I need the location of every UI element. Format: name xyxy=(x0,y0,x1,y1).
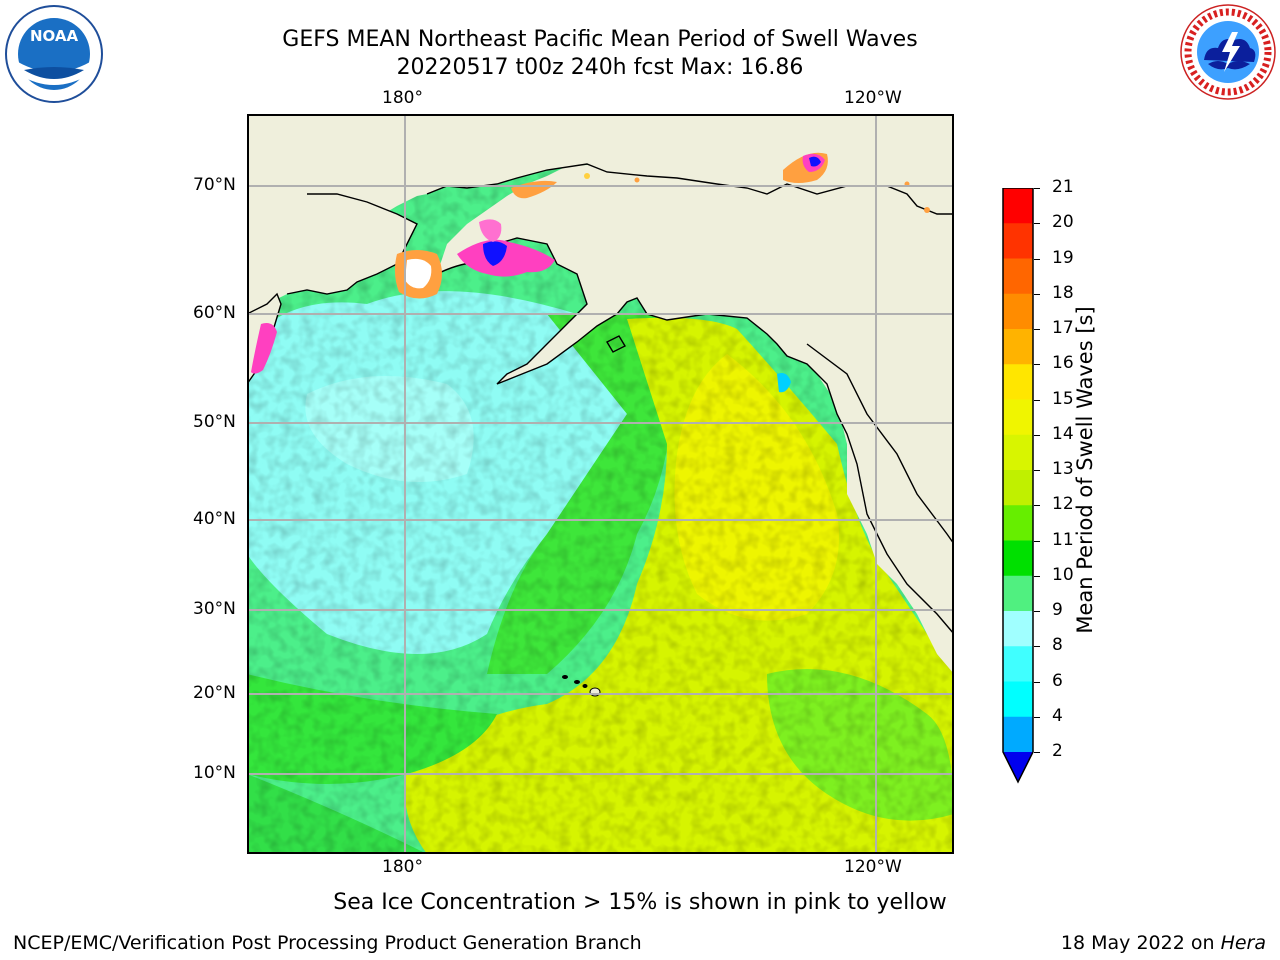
colorbar-tick-label: 12 xyxy=(1052,494,1074,515)
colorbar-tick-label: 11 xyxy=(1052,529,1074,550)
sea-ice-note: Sea Ice Concentration > 15% is shown in … xyxy=(333,890,947,915)
colorbar-segment xyxy=(1003,540,1033,577)
colorbar-segment xyxy=(1003,716,1033,753)
colorbar-tick-mark xyxy=(1034,434,1040,436)
swell-period-map xyxy=(247,114,954,854)
footer-date-text: 18 May 2022 on xyxy=(1060,932,1221,954)
land-siberia xyxy=(247,194,417,314)
footer-branch: NCEP/EMC/Verification Post Processing Pr… xyxy=(13,932,642,954)
lon-label-bottom-120w: 120°W xyxy=(844,857,902,877)
colorbar-tick-label: 19 xyxy=(1052,247,1074,268)
noaa-logo-text: NOAA xyxy=(30,27,79,45)
lat-label-60n: 60°N xyxy=(193,303,236,323)
colorbar-segment xyxy=(1003,293,1033,330)
colorbar-tick-label: 2 xyxy=(1052,741,1063,761)
colorbar xyxy=(1002,187,1034,784)
colorbar-tick-mark xyxy=(1034,293,1040,295)
lat-label-70n: 70°N xyxy=(193,175,236,195)
lat-label-30n: 30°N xyxy=(193,599,236,619)
colorbar-tick-label: 21 xyxy=(1052,177,1074,197)
colorbar-tick-mark xyxy=(1034,188,1040,189)
colorbar-tick-label: 16 xyxy=(1052,353,1074,374)
lat-label-20n: 20°N xyxy=(193,683,236,703)
footer-host: Hera xyxy=(1220,932,1266,954)
colorbar-segment xyxy=(1003,364,1033,400)
colorbar-tick-label: 17 xyxy=(1052,318,1074,338)
colorbar-segment xyxy=(1003,470,1033,506)
colorbar-tick-mark xyxy=(1034,716,1040,718)
colorbar-tick-mark xyxy=(1034,364,1040,366)
colorbar-segment xyxy=(1003,434,1033,471)
colorbar-tick-label: 20 xyxy=(1052,212,1074,233)
colorbar-tick-label: 14 xyxy=(1052,423,1074,444)
colorbar-tick-mark xyxy=(1034,470,1040,471)
colorbar-segment xyxy=(1003,611,1033,647)
lon-label-top-180: 180° xyxy=(382,88,423,108)
colorbar-segment xyxy=(1003,681,1033,718)
lat-label-50n: 50°N xyxy=(193,412,236,432)
colorbar-tick-label: 4 xyxy=(1052,705,1063,726)
colorbar-tick-mark xyxy=(1034,752,1040,753)
colorbar-tick-label: 8 xyxy=(1052,635,1063,656)
colorbar-label: Mean Period of Swell Waves [s] xyxy=(1073,306,1097,634)
colorbar-tick-label: 15 xyxy=(1052,388,1074,409)
colorbar-segment xyxy=(1003,188,1033,224)
colorbar-segment xyxy=(1003,329,1033,365)
chart-title: GEFS MEAN Northeast Pacific Mean Period … xyxy=(282,27,918,52)
lat-label-40n: 40°N xyxy=(193,509,236,529)
land-arctic xyxy=(247,114,954,246)
colorbar-segment xyxy=(1003,258,1033,295)
colorbar-tick-mark xyxy=(1034,575,1040,577)
nws-logo xyxy=(1178,2,1278,102)
colorbar-segment xyxy=(1003,575,1033,612)
noaa-logo: NOAA xyxy=(4,4,104,104)
colorbar-tick-label: 10 xyxy=(1052,564,1074,585)
colorbar-tick-mark xyxy=(1034,223,1040,225)
colorbar-graphic xyxy=(1002,187,1034,784)
colorbar-segment xyxy=(1003,399,1033,436)
lon-label-bottom-180: 180° xyxy=(382,857,423,877)
colorbar-tick-mark xyxy=(1034,258,1040,260)
colorbar-tick-mark xyxy=(1034,681,1040,683)
land-north-america xyxy=(437,114,954,634)
colorbar-segment xyxy=(1003,505,1033,541)
colorbar-tick-mark xyxy=(1034,611,1040,612)
colorbar-tick-mark xyxy=(1034,505,1040,507)
graticule xyxy=(247,114,954,854)
colorbar-tick-label: 13 xyxy=(1052,459,1074,479)
lon-label-top-120w: 120°W xyxy=(844,88,902,108)
colorbar-tick-mark xyxy=(1034,646,1040,648)
map-panel xyxy=(247,114,954,854)
colorbar-segment xyxy=(1003,223,1033,259)
footer-date: 18 May 2022 on Hera xyxy=(1061,932,1266,954)
map-frame xyxy=(247,114,954,854)
colorbar-tick-label: 18 xyxy=(1052,282,1074,303)
colorbar-tick-mark xyxy=(1034,399,1040,401)
colorbar-tick-label: 9 xyxy=(1052,600,1063,620)
colorbar-tick-label: 6 xyxy=(1052,670,1063,691)
colorbar-segment xyxy=(1003,646,1033,682)
colorbar-outline xyxy=(1002,187,1034,784)
colorbar-extend-arrow xyxy=(1003,752,1033,782)
lat-label-10n: 10°N xyxy=(193,763,236,783)
colorbar-tick-mark xyxy=(1034,540,1040,542)
colorbar-tick-mark xyxy=(1034,329,1040,330)
chart-subtitle: 20220517 t00z 240h fcst Max: 16.86 xyxy=(396,55,804,80)
sea-ice-overlay xyxy=(251,152,930,393)
